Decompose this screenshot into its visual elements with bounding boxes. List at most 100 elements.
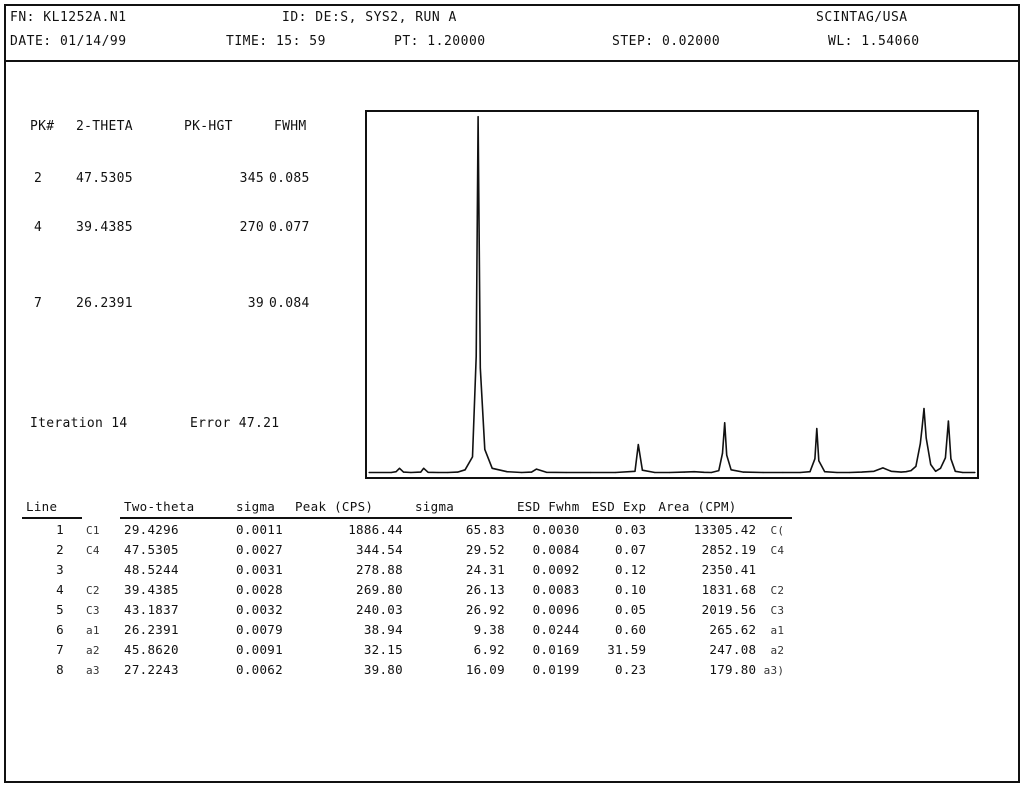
cell-peak-cps: 240.03 [291,599,411,619]
data-point [818,460,819,461]
data-point [703,472,704,473]
col-header-sigma: sigma [232,497,291,519]
data-point [962,472,963,473]
cell-line: 7 [22,639,82,659]
table-row: 7 a2 45.8620 0.0091 32.15 6.92 0.0169 31.59 247.… [22,639,792,659]
data-point [590,472,591,473]
cell-peak-cps: 39.80 [291,659,411,679]
data-point [891,471,892,472]
cell-sigma-2: 16.09 [411,659,513,679]
cell-sigma: 0.0011 [232,519,291,539]
handwritten-note: a1 [756,624,784,637]
cell-line: 2 [22,539,82,559]
data-point [926,437,927,438]
data-point [521,472,522,473]
data-point [694,471,695,472]
data-point [920,443,921,444]
cell-area-cpm: 2350.41 [702,562,757,577]
data-point [948,421,949,422]
handwritten-mark: C4 [86,544,112,557]
data-point [743,472,744,473]
cell-sigma: 0.0032 [232,599,291,619]
cell-two-theta: 43.1837 [120,599,232,619]
peak-list-row-pk: 2 [34,171,42,186]
cell-sigma: 0.0031 [232,559,291,579]
data-point [465,469,466,470]
data-point [950,458,951,459]
table-row: 1 C1 29.4296 0.0011 1886.44 65.83 0.0030 0.03 13… [22,519,792,539]
cell-peak-cps: 269.80 [291,579,411,599]
peak-list-row-height: 345 [210,171,264,186]
cell-esd-exp: 0.03 [588,519,655,539]
cell-two-theta: 26.2391 [120,619,232,639]
data-point [420,472,421,473]
diffraction-pattern-chart [365,110,979,480]
data-point [566,472,567,473]
cell-line: 5 [22,599,82,619]
cell-esd-fwhm: 0.0030 [513,519,588,539]
data-point [480,367,481,368]
data-point [536,469,537,470]
data-point [814,458,815,459]
wavelength: WL: 1.54060 [828,34,920,49]
data-point [472,456,473,457]
cell-sigma: 0.0062 [232,659,291,679]
cell-esd-fwhm: 0.0199 [513,659,588,679]
data-point [763,472,764,473]
data-point [905,471,906,472]
data-point [492,468,493,469]
data-point [476,356,477,357]
cell-esd-exp: 0.12 [588,559,655,579]
cell-sigma-2: 24.31 [411,559,513,579]
data-point [638,444,639,445]
cell-line: 8 [22,659,82,679]
cell-area-cpm: 13305.42 [694,522,757,537]
peak-list-row-theta: 39.4385 [76,220,133,235]
cell-peak-cps: 38.94 [291,619,411,639]
data-point [930,464,931,465]
cell-area-cpm: 1831.68 [702,582,757,597]
fit-error: Error 47.21 [190,416,279,431]
header-divider [4,60,1020,62]
cell-sigma: 0.0091 [232,639,291,659]
col-header-esd-fwhm: ESD Fwhm [513,497,588,519]
handwritten-mark: a1 [86,624,112,637]
cell-two-theta: 47.5305 [120,539,232,559]
peak-list-row-theta: 26.2391 [76,296,133,311]
cell-esd-exp: 0.10 [588,579,655,599]
handwritten-note: C3 [756,604,784,617]
cell-esd-exp: 31.59 [588,639,655,659]
data-point [423,468,424,469]
cell-esd-fwhm: 0.0084 [513,539,588,559]
data-point [718,470,719,471]
data-point [882,467,883,468]
table-row: 5 C3 43.1837 0.0032 240.03 26.92 0.0096 0.05 201… [22,599,792,619]
data-point [816,428,817,429]
data-point [391,472,392,473]
cell-sigma: 0.0028 [232,579,291,599]
handwritten-note: C2 [756,584,784,597]
data-point [800,472,801,473]
peak-list-header-fwhm: FWHM [274,119,307,134]
cell-sigma-2: 26.92 [411,599,513,619]
peak-list-row-height: 39 [210,296,264,311]
diffraction-trace [369,117,975,473]
data-point [399,468,400,469]
col-header-line: Line [22,497,82,519]
table-header-row: Line Two-theta sigma Peak (CPS) sigma ES… [22,497,792,519]
cell-esd-fwhm: 0.0083 [513,579,588,599]
data-point [711,472,712,473]
data-point [478,116,479,117]
col-header-area-cpm: Area (CPM) [654,497,792,519]
table-row: 2 C4 47.5305 0.0027 344.54 29.52 0.0084 0.07 285… [22,539,792,559]
cell-two-theta: 27.2243 [120,659,232,679]
peak-list-row-pk: 4 [34,220,42,235]
data-point [506,471,507,472]
col-header-sigma-2: sigma [411,497,513,519]
data-point [531,472,532,473]
col-header-peak-cps: Peak (CPS) [291,497,411,519]
file-name: FN: KL1252A.N1 [10,10,127,25]
data-point [722,453,723,454]
data-point [546,472,547,473]
peak-list-row-height: 270 [210,220,264,235]
